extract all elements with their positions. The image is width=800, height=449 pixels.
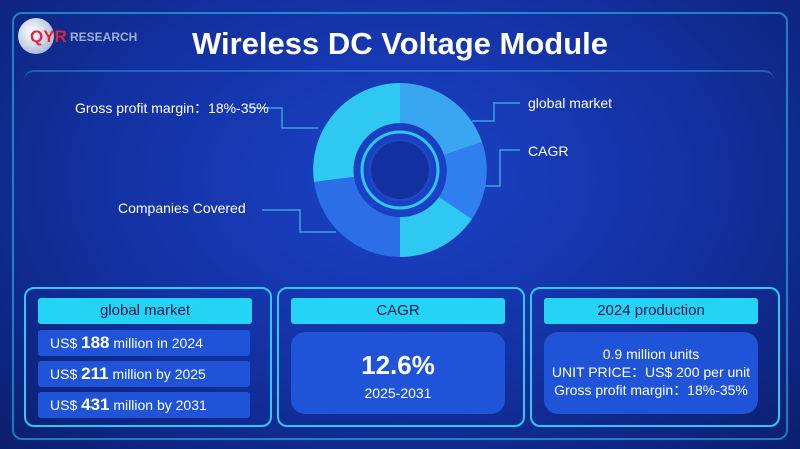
qyr-logo: QYR RESEARCH [18,18,148,54]
market-row-prefix: US$ [50,335,78,351]
market-row-value: 211 [81,364,109,383]
production-gross-margin: Gross profit margin：18%-35% [554,382,748,398]
donut-segment-5 [314,177,400,257]
panel-global-market-frame [24,287,272,427]
market-row: US$ 431 million by 2031 [38,392,250,418]
market-row-suffix: million by 2025 [112,366,206,382]
production-unit-price: UNIT PRICE：US$ 200 per unit [551,364,751,380]
logo-qyr-text: QYR [30,27,67,46]
page-title: Wireless DC Voltage Module [191,26,608,61]
market-row-prefix: US$ [50,397,78,413]
market-row-prefix: US$ [50,366,78,382]
donut-segment-2 [400,83,482,155]
callout-companies: Companies Covered [118,200,246,216]
market-row-suffix: million by 2031 [113,397,207,413]
callout-cagr: CAGR [528,143,569,159]
connector-global-market [472,102,520,122]
callout-gross-profit: Gross profit margin：18%-35% [75,100,269,116]
panel-cagr-header: CAGR [291,298,505,324]
panel-global-market: global market US$ 188 million in 2024 US… [30,292,260,422]
logo-research-text: RESEARCH [70,30,138,44]
connector-companies [262,209,336,233]
outer-frame [12,12,788,440]
market-row-value: 188 [81,333,110,352]
cagr-period: 2025-2031 [364,385,432,401]
panel-production-header: 2024 production [544,298,758,324]
cagr-value: 12.6% [361,350,435,380]
market-row: US$ 188 million in 2024 [38,330,250,356]
connector-gross-profit [250,107,318,129]
inner-ring [360,130,440,210]
panel-cagr: CAGR 12.6% 2025-2031 [283,292,513,422]
inner-ring-dark [369,139,431,201]
globe-icon [18,18,54,54]
panel-cagr-frame [277,287,525,427]
donut [313,83,487,258]
connector-cagr [484,149,520,187]
panel-global-market-header: global market [38,298,252,324]
market-row-value: 431 [81,395,110,414]
callout-global-market: global market [528,95,613,111]
production-box: 0.9 million units UNIT PRICE：US$ 200 per… [544,332,758,414]
panel-production: 2024 production 0.9 million units UNIT P… [536,292,766,422]
donut-segment-3 [439,142,487,219]
donut-segment-1 [313,83,400,182]
cagr-box: 12.6% 2025-2031 [291,332,505,414]
market-row-suffix: million in 2024 [113,335,203,351]
inner-top-frame [24,70,774,272]
market-row: US$ 211 million by 2025 [38,361,250,387]
donut-segment-4 [400,197,472,258]
production-units: 0.9 million units [602,346,700,362]
panel-production-frame [530,287,780,427]
